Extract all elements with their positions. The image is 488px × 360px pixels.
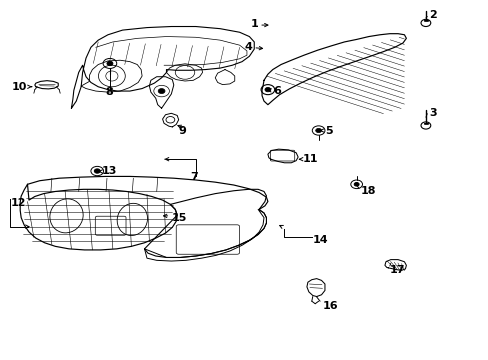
Text: 18: 18 bbox=[360, 186, 375, 196]
Text: 12: 12 bbox=[10, 198, 26, 208]
Text: 10: 10 bbox=[11, 82, 27, 92]
Text: 14: 14 bbox=[312, 235, 328, 245]
Text: 13: 13 bbox=[102, 166, 117, 176]
Text: 1: 1 bbox=[250, 19, 258, 29]
Text: 8: 8 bbox=[105, 87, 113, 97]
Circle shape bbox=[107, 61, 113, 66]
Text: 3: 3 bbox=[428, 108, 436, 118]
Text: 11: 11 bbox=[303, 154, 318, 164]
Circle shape bbox=[315, 129, 321, 133]
Circle shape bbox=[94, 169, 100, 173]
Text: 16: 16 bbox=[322, 301, 337, 311]
Text: 4: 4 bbox=[244, 42, 252, 51]
Text: 5: 5 bbox=[325, 126, 332, 135]
Text: 17: 17 bbox=[389, 265, 405, 275]
Circle shape bbox=[158, 89, 164, 94]
Text: 15: 15 bbox=[171, 213, 186, 222]
Text: 6: 6 bbox=[272, 86, 280, 96]
Text: 2: 2 bbox=[428, 10, 436, 20]
Circle shape bbox=[264, 87, 270, 92]
Circle shape bbox=[353, 183, 358, 186]
Text: 9: 9 bbox=[178, 126, 186, 136]
Text: 7: 7 bbox=[189, 172, 197, 182]
